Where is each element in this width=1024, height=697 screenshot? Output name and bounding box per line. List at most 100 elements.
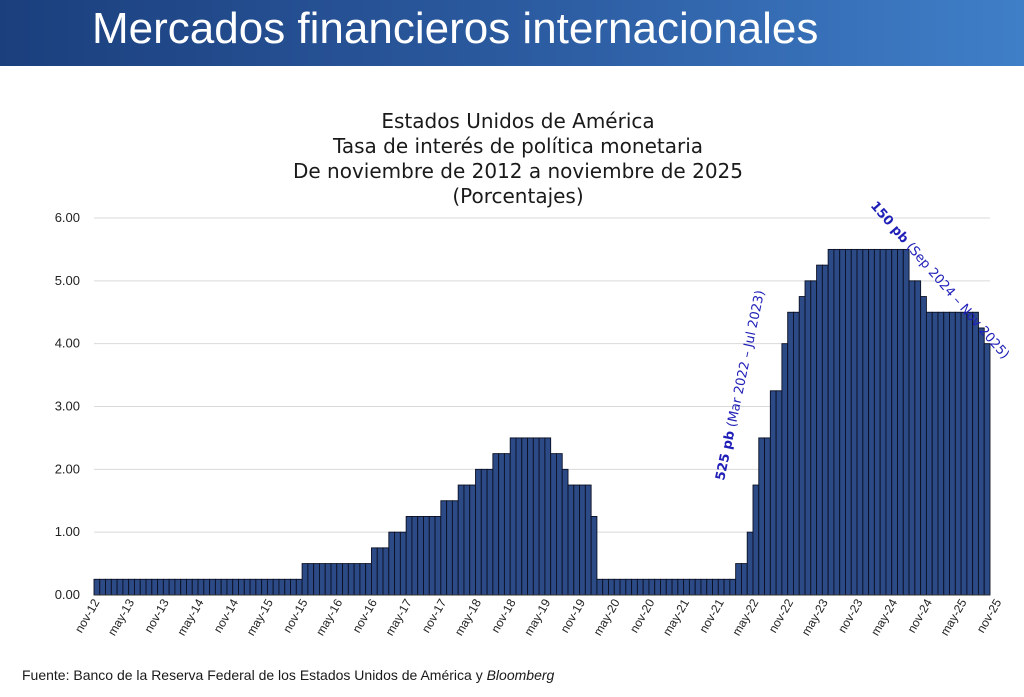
bar xyxy=(151,578,159,596)
bar xyxy=(556,453,563,596)
bar xyxy=(775,390,783,596)
bar xyxy=(862,248,870,596)
x-tick-label: nov-18 xyxy=(488,596,519,635)
bar xyxy=(116,578,124,596)
bar xyxy=(781,343,789,596)
x-tick-label: may-15 xyxy=(244,596,276,638)
bar xyxy=(735,563,742,596)
bar xyxy=(567,484,575,596)
bar xyxy=(399,531,407,596)
bar xyxy=(613,578,621,596)
bar xyxy=(746,531,754,596)
x-tick-label: nov-22 xyxy=(766,596,797,635)
bar xyxy=(943,311,950,596)
bar xyxy=(885,248,893,596)
bar xyxy=(608,578,615,596)
bar xyxy=(839,248,846,596)
bar xyxy=(93,578,101,596)
bar xyxy=(134,578,141,596)
bar xyxy=(255,578,263,596)
bar xyxy=(290,578,297,596)
bar xyxy=(856,248,864,596)
bar xyxy=(793,311,800,596)
bar xyxy=(977,327,985,596)
bar xyxy=(619,578,627,596)
bar xyxy=(590,516,598,596)
bar xyxy=(538,437,546,596)
bar xyxy=(394,531,401,596)
x-tick-label: may-13 xyxy=(105,596,137,638)
bar xyxy=(382,547,390,596)
bar xyxy=(220,578,228,596)
bar xyxy=(845,248,852,596)
bar xyxy=(295,578,303,596)
source-note: Fuente: Banco de la Reserva Federal de l… xyxy=(22,667,554,683)
bar xyxy=(371,547,378,596)
bar xyxy=(307,563,315,596)
bar xyxy=(284,578,291,596)
bar xyxy=(226,578,234,596)
bar xyxy=(972,311,979,596)
bar xyxy=(648,578,656,596)
bar xyxy=(249,578,257,596)
bar xyxy=(191,578,199,596)
bar xyxy=(706,578,713,596)
bar xyxy=(966,311,974,596)
bar xyxy=(532,437,540,596)
bar xyxy=(550,453,557,596)
bar xyxy=(209,578,216,596)
bar xyxy=(636,578,644,596)
bar xyxy=(654,578,661,596)
bar xyxy=(873,248,881,596)
bar xyxy=(712,578,719,596)
bar xyxy=(602,578,609,596)
chart-title-line-2: Tasa de interés de política monetaria xyxy=(332,134,704,158)
bar xyxy=(764,437,771,596)
bar xyxy=(446,500,453,596)
x-tick-label: nov-14 xyxy=(211,596,242,635)
source-text: Fuente: Banco de la Reserva Federal de l… xyxy=(22,667,487,683)
annotation-bold: 150 pb xyxy=(867,199,911,247)
bar xyxy=(324,563,332,596)
bar xyxy=(908,280,916,596)
bar xyxy=(423,516,430,596)
bar xyxy=(434,516,442,596)
bar xyxy=(723,578,731,596)
bar xyxy=(527,437,534,596)
bar xyxy=(677,578,685,596)
y-tick-label: 0.00 xyxy=(55,587,80,602)
source-italic: Bloomberg xyxy=(486,667,555,683)
bar xyxy=(810,280,818,596)
y-tick-label: 1.00 xyxy=(55,524,80,539)
x-tick-label: may-23 xyxy=(799,596,831,638)
bar xyxy=(816,264,823,596)
x-tick-label: may-18 xyxy=(452,596,484,638)
slide-title: Mercados financieros internacionales xyxy=(92,4,819,53)
x-tick-label: nov-17 xyxy=(419,596,450,635)
bar xyxy=(740,563,748,596)
bar xyxy=(891,248,898,596)
bar xyxy=(365,563,372,596)
x-tick-label: may-25 xyxy=(937,596,969,638)
bar xyxy=(417,516,424,596)
bar xyxy=(180,578,187,596)
bar xyxy=(960,311,968,596)
bar xyxy=(492,453,500,596)
x-tick-label: may-21 xyxy=(660,596,692,638)
chart-title-line-1: Estados Unidos de América xyxy=(381,109,655,133)
bar xyxy=(787,311,794,596)
x-tick-label: nov-23 xyxy=(835,596,866,635)
bar xyxy=(238,578,245,596)
x-tick-label: may-24 xyxy=(868,596,900,638)
bar xyxy=(336,563,344,596)
x-tick-label: may-19 xyxy=(521,596,553,638)
bar xyxy=(353,563,361,596)
bar xyxy=(203,578,211,596)
chart-title-line-3: De noviembre de 2012 a noviembre de 2025 xyxy=(292,159,743,183)
bar xyxy=(665,578,673,596)
bar xyxy=(232,578,239,596)
bar xyxy=(700,578,708,596)
bar xyxy=(347,563,355,596)
bar xyxy=(122,578,130,596)
bar xyxy=(128,578,135,596)
